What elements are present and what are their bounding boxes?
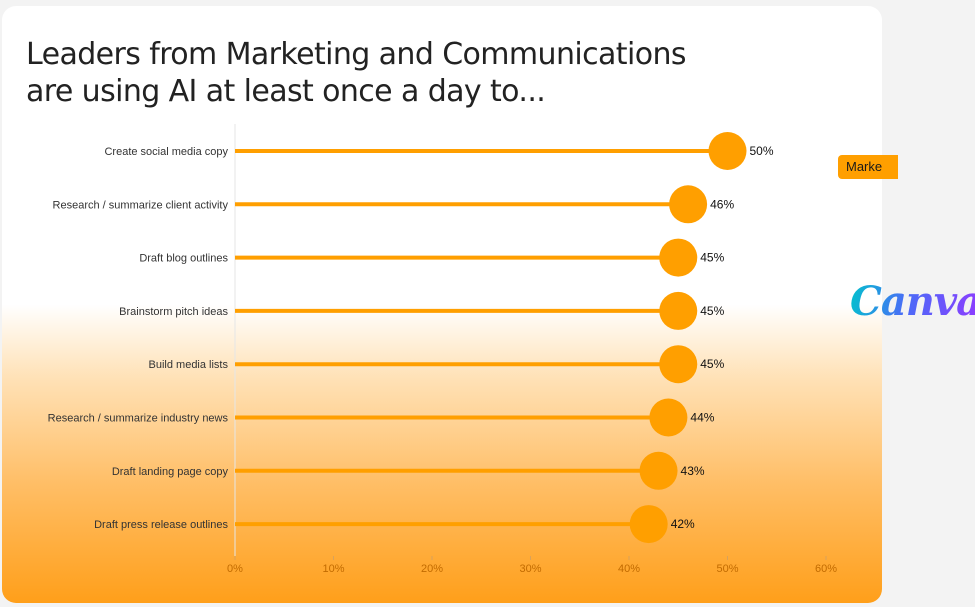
- x-tick-label: 60%: [815, 563, 837, 575]
- side-tag[interactable]: Marke: [838, 155, 898, 179]
- category-label: Brainstorm pitch ideas: [119, 306, 228, 318]
- data-label: 43%: [681, 464, 705, 478]
- lollipop-chart: Create social media copy 50% Research / su…: [48, 124, 837, 575]
- category-label: Draft landing page copy: [112, 466, 229, 478]
- lollipop-dot: [629, 505, 668, 544]
- x-tick-label: 30%: [519, 563, 541, 575]
- data-label: 50%: [750, 144, 774, 158]
- chart-title-line-1: Leaders from Marketing and Communication…: [26, 37, 687, 72]
- category-label: Research / summarize industry news: [48, 413, 229, 425]
- category-label: Draft press release outlines: [94, 519, 228, 531]
- data-label: 45%: [700, 251, 724, 265]
- x-tick-label: 20%: [421, 563, 443, 575]
- category-label: Draft blog outlines: [139, 253, 228, 265]
- category-label: Create social media copy: [104, 146, 228, 158]
- data-label: 44%: [690, 411, 714, 425]
- chart-card: Leaders from Marketing and Communication…: [2, 6, 882, 603]
- lollipop-dot: [639, 451, 678, 490]
- x-tick-label: 0%: [227, 563, 243, 575]
- x-tick-label: 50%: [716, 563, 738, 575]
- lollipop-dot: [659, 291, 698, 330]
- canva-logo: Canva: [850, 278, 975, 325]
- chart-title-line-2: are using AI at least once a day to...: [26, 74, 546, 109]
- data-label: 42%: [671, 517, 695, 531]
- x-tick-label: 40%: [618, 563, 640, 575]
- chart-title: Leaders from Marketing and Communication…: [26, 36, 687, 110]
- lollipop-dot: [659, 238, 698, 277]
- lollipop-dot: [669, 185, 708, 224]
- category-label: Build media lists: [149, 359, 229, 371]
- data-label: 46%: [710, 197, 734, 211]
- x-tick-label: 10%: [322, 563, 344, 575]
- lollipop-dot: [649, 398, 688, 437]
- lollipop-dot: [708, 132, 747, 170]
- data-label: 45%: [700, 304, 724, 318]
- data-label: 45%: [700, 357, 724, 371]
- category-label: Research / summarize client activity: [53, 199, 229, 211]
- lollipop-dot: [659, 345, 698, 384]
